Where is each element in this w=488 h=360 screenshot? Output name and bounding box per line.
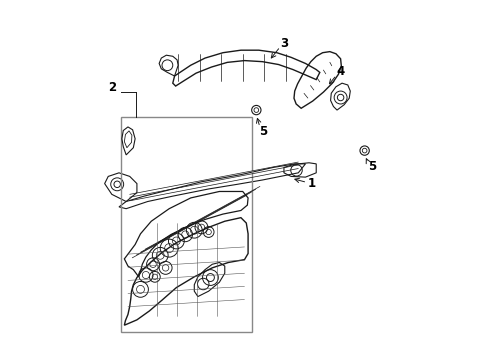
Text: 3: 3 [279, 36, 287, 50]
Text: 5: 5 [367, 160, 375, 173]
Text: 5: 5 [259, 125, 267, 138]
Text: 2: 2 [107, 81, 116, 94]
Text: 4: 4 [335, 65, 344, 78]
Text: 1: 1 [307, 177, 315, 190]
